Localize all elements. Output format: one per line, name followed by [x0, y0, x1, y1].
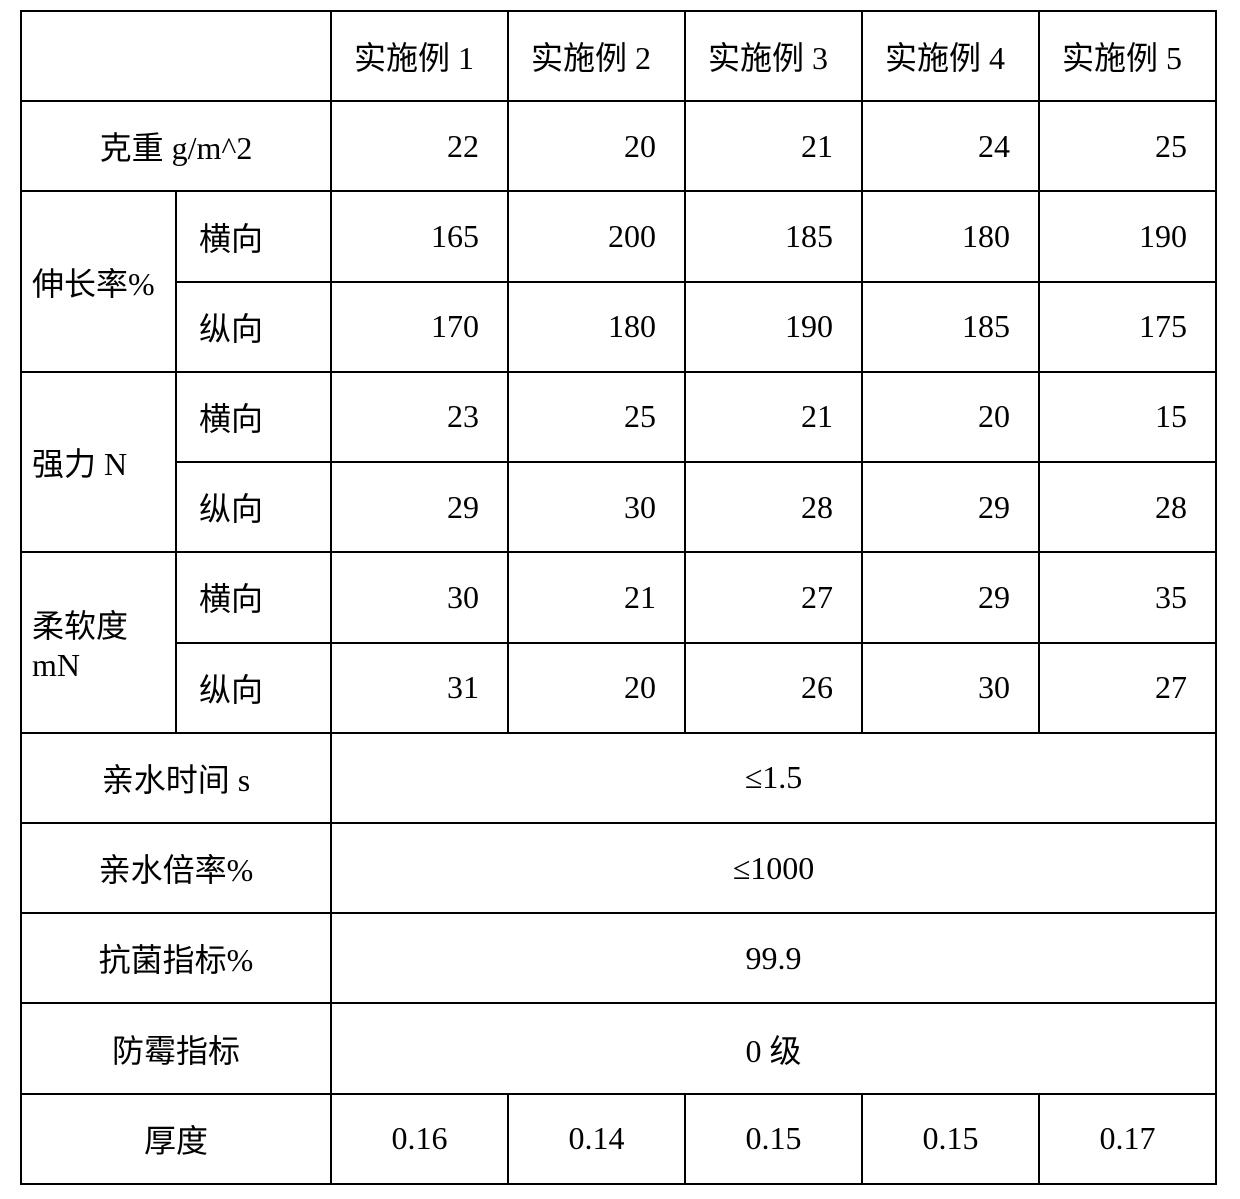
label-strength-h: 横向: [176, 372, 331, 462]
cell-hydrophilic-time: ≤1.5: [331, 733, 1216, 823]
cell-str-h-ex2: 25: [508, 372, 685, 462]
row-strength-v: 纵向 29 30 28 29 28: [21, 462, 1216, 552]
cell-str-v-ex2: 30: [508, 462, 685, 552]
cell-thick-ex1: 0.16: [331, 1094, 508, 1184]
cell-str-h-ex5: 15: [1039, 372, 1216, 462]
cell-soft-h-ex3: 27: [685, 552, 862, 642]
cell-str-v-ex4: 29: [862, 462, 1039, 552]
label-weight: 克重 g/m^2: [21, 101, 331, 191]
cell-str-h-ex4: 20: [862, 372, 1039, 462]
cell-soft-h-ex4: 29: [862, 552, 1039, 642]
cell-thick-ex3: 0.15: [685, 1094, 862, 1184]
col-header-ex3: 实施例 3: [685, 11, 862, 101]
cell-weight-ex5: 25: [1039, 101, 1216, 191]
cell-soft-v-ex3: 26: [685, 643, 862, 733]
cell-soft-v-ex4: 30: [862, 643, 1039, 733]
table-header-row: 实施例 1 实施例 2 实施例 3 实施例 4 实施例 5: [21, 11, 1216, 101]
cell-elong-v-ex1: 170: [331, 282, 508, 372]
cell-elong-h-ex5: 190: [1039, 191, 1216, 281]
row-antimold: 防霉指标 0 级: [21, 1003, 1216, 1093]
cell-soft-h-ex5: 35: [1039, 552, 1216, 642]
cell-weight-ex3: 21: [685, 101, 862, 191]
label-elongation-h: 横向: [176, 191, 331, 281]
cell-soft-v-ex5: 27: [1039, 643, 1216, 733]
cell-thick-ex4: 0.15: [862, 1094, 1039, 1184]
row-elongation-v: 纵向 170 180 190 185 175: [21, 282, 1216, 372]
row-softness-v: 纵向 31 20 26 30 27: [21, 643, 1216, 733]
label-elongation-v: 纵向: [176, 282, 331, 372]
label-hydrophilic-rate: 亲水倍率%: [21, 823, 331, 913]
cell-antimold: 0 级: [331, 1003, 1216, 1093]
cell-thick-ex2: 0.14: [508, 1094, 685, 1184]
cell-soft-h-ex1: 30: [331, 552, 508, 642]
label-elongation: 伸长率%: [21, 191, 176, 371]
cell-thick-ex5: 0.17: [1039, 1094, 1216, 1184]
cell-antibacterial: 99.9: [331, 913, 1216, 1003]
cell-elong-v-ex2: 180: [508, 282, 685, 372]
col-header-ex2: 实施例 2: [508, 11, 685, 101]
cell-str-h-ex1: 23: [331, 372, 508, 462]
cell-elong-v-ex5: 175: [1039, 282, 1216, 372]
label-antimold: 防霉指标: [21, 1003, 331, 1093]
col-header-ex4: 实施例 4: [862, 11, 1039, 101]
cell-str-v-ex5: 28: [1039, 462, 1216, 552]
header-blank: [21, 11, 331, 101]
row-weight: 克重 g/m^2 22 20 21 24 25: [21, 101, 1216, 191]
cell-str-v-ex3: 28: [685, 462, 862, 552]
cell-str-h-ex3: 21: [685, 372, 862, 462]
cell-elong-h-ex2: 200: [508, 191, 685, 281]
cell-soft-v-ex1: 31: [331, 643, 508, 733]
cell-str-v-ex1: 29: [331, 462, 508, 552]
label-softness-v: 纵向: [176, 643, 331, 733]
label-antibacterial: 抗菌指标%: [21, 913, 331, 1003]
label-strength: 强力 N: [21, 372, 176, 552]
cell-weight-ex2: 20: [508, 101, 685, 191]
row-elongation-h: 伸长率% 横向 165 200 185 180 190: [21, 191, 1216, 281]
label-strength-v: 纵向: [176, 462, 331, 552]
properties-table: 实施例 1 实施例 2 实施例 3 实施例 4 实施例 5 克重 g/m^2 2…: [20, 10, 1217, 1185]
col-header-ex5: 实施例 5: [1039, 11, 1216, 101]
cell-weight-ex4: 24: [862, 101, 1039, 191]
cell-hydrophilic-rate: ≤1000: [331, 823, 1216, 913]
label-softness: 柔软度mN: [21, 552, 176, 732]
cell-weight-ex1: 22: [331, 101, 508, 191]
row-antibacterial: 抗菌指标% 99.9: [21, 913, 1216, 1003]
label-thickness: 厚度: [21, 1094, 331, 1184]
row-hydrophilic-time: 亲水时间 s ≤1.5: [21, 733, 1216, 823]
row-hydrophilic-rate: 亲水倍率% ≤1000: [21, 823, 1216, 913]
cell-elong-v-ex4: 185: [862, 282, 1039, 372]
cell-elong-h-ex1: 165: [331, 191, 508, 281]
cell-elong-v-ex3: 190: [685, 282, 862, 372]
cell-elong-h-ex4: 180: [862, 191, 1039, 281]
row-thickness: 厚度 0.16 0.14 0.15 0.15 0.17: [21, 1094, 1216, 1184]
label-softness-h: 横向: [176, 552, 331, 642]
cell-elong-h-ex3: 185: [685, 191, 862, 281]
cell-soft-v-ex2: 20: [508, 643, 685, 733]
col-header-ex1: 实施例 1: [331, 11, 508, 101]
row-softness-h: 柔软度mN 横向 30 21 27 29 35: [21, 552, 1216, 642]
cell-soft-h-ex2: 21: [508, 552, 685, 642]
row-strength-h: 强力 N 横向 23 25 21 20 15: [21, 372, 1216, 462]
label-hydrophilic-time: 亲水时间 s: [21, 733, 331, 823]
